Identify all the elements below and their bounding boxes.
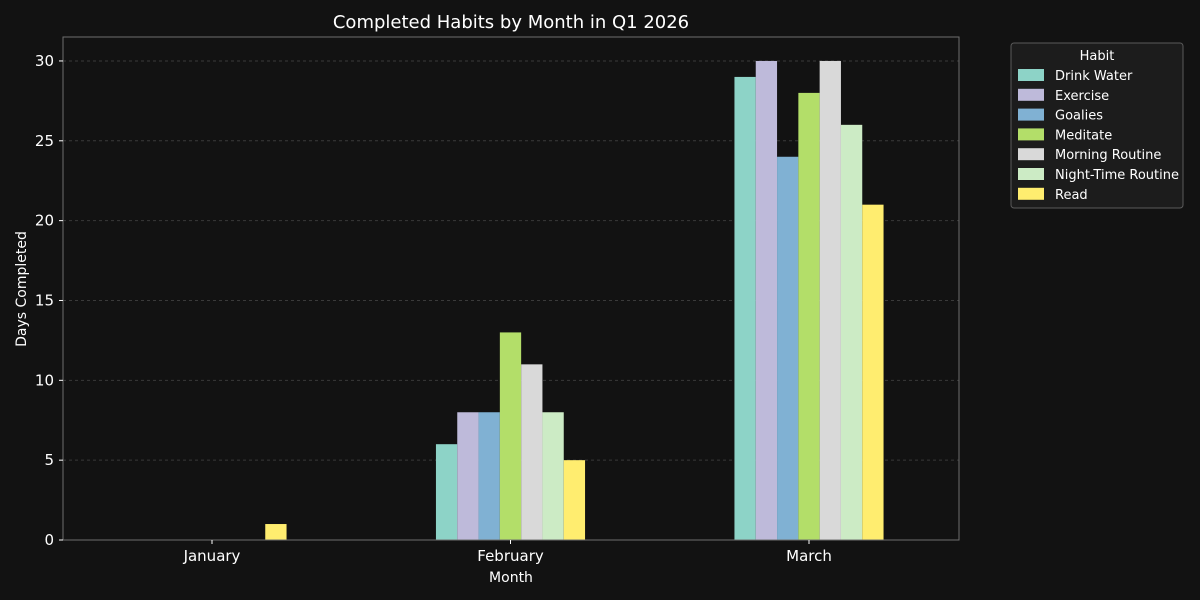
bar-drink-water-march [734, 76, 756, 541]
bar-read-january [265, 524, 287, 540]
x-axis-ticks: January February March [183, 540, 832, 565]
bar-goalies-february [478, 412, 500, 540]
y-tick-label: 20 [35, 212, 54, 230]
bar-drink-water-february [435, 444, 458, 540]
y-tick-label: 0 [44, 531, 54, 549]
x-tick-label: March [786, 547, 832, 565]
bar-night-time-routine-march [840, 124, 863, 540]
y-axis-label: Days Completed [14, 231, 30, 347]
legend-box [1010, 42, 1184, 209]
y-tick-label: 5 [44, 451, 54, 469]
bar-exercise-march [755, 60, 778, 540]
x-tick-label: January [183, 547, 241, 565]
bar-morning-routine-march [819, 60, 841, 540]
chart-title: Completed Habits by Month in Q1 2026 [333, 12, 689, 33]
y-tick-label: 15 [35, 291, 54, 309]
legend-swatch [1018, 128, 1044, 141]
legend-swatch [1018, 69, 1044, 81]
legend-swatch [1018, 148, 1044, 161]
bar-morning-routine-february [521, 364, 543, 540]
bar-read-march [862, 204, 884, 541]
legend-title: Habit [1080, 49, 1115, 64]
bar-read-february [563, 460, 586, 540]
legend-swatch [1018, 108, 1044, 121]
legend-entry-label: Night-Time Routine [1055, 168, 1179, 183]
legend: Habit Drink Water Exercise Goalies Meditate… [1010, 42, 1184, 209]
x-axis-label: Month [489, 570, 533, 586]
bar-exercise-february [457, 412, 479, 540]
legend-entry-label: Morning Routine [1055, 148, 1161, 163]
bars [265, 60, 884, 541]
bar-meditate-february [499, 332, 522, 540]
x-tick-label: February [477, 547, 544, 565]
bar-night-time-routine-february [542, 412, 564, 540]
y-tick-label: 25 [35, 132, 54, 150]
y-tick-label: 10 [35, 371, 54, 389]
legend-entry-label: Exercise [1055, 89, 1109, 104]
legend-entry-label: Drink Water [1055, 69, 1133, 84]
bar-goalies-march [777, 156, 799, 540]
bar-meditate-march [798, 92, 820, 540]
legend-entry-label: Goalies [1055, 109, 1103, 124]
y-axis-ticks: 0 5 10 15 20 25 30 [35, 52, 63, 549]
legend-swatch [1018, 168, 1044, 180]
y-tick-label: 30 [35, 52, 54, 70]
legend-swatch [1018, 88, 1044, 101]
legend-entry-label: Meditate [1055, 128, 1112, 143]
legend-entry-label: Read [1055, 188, 1088, 203]
legend-swatch [1018, 187, 1044, 200]
